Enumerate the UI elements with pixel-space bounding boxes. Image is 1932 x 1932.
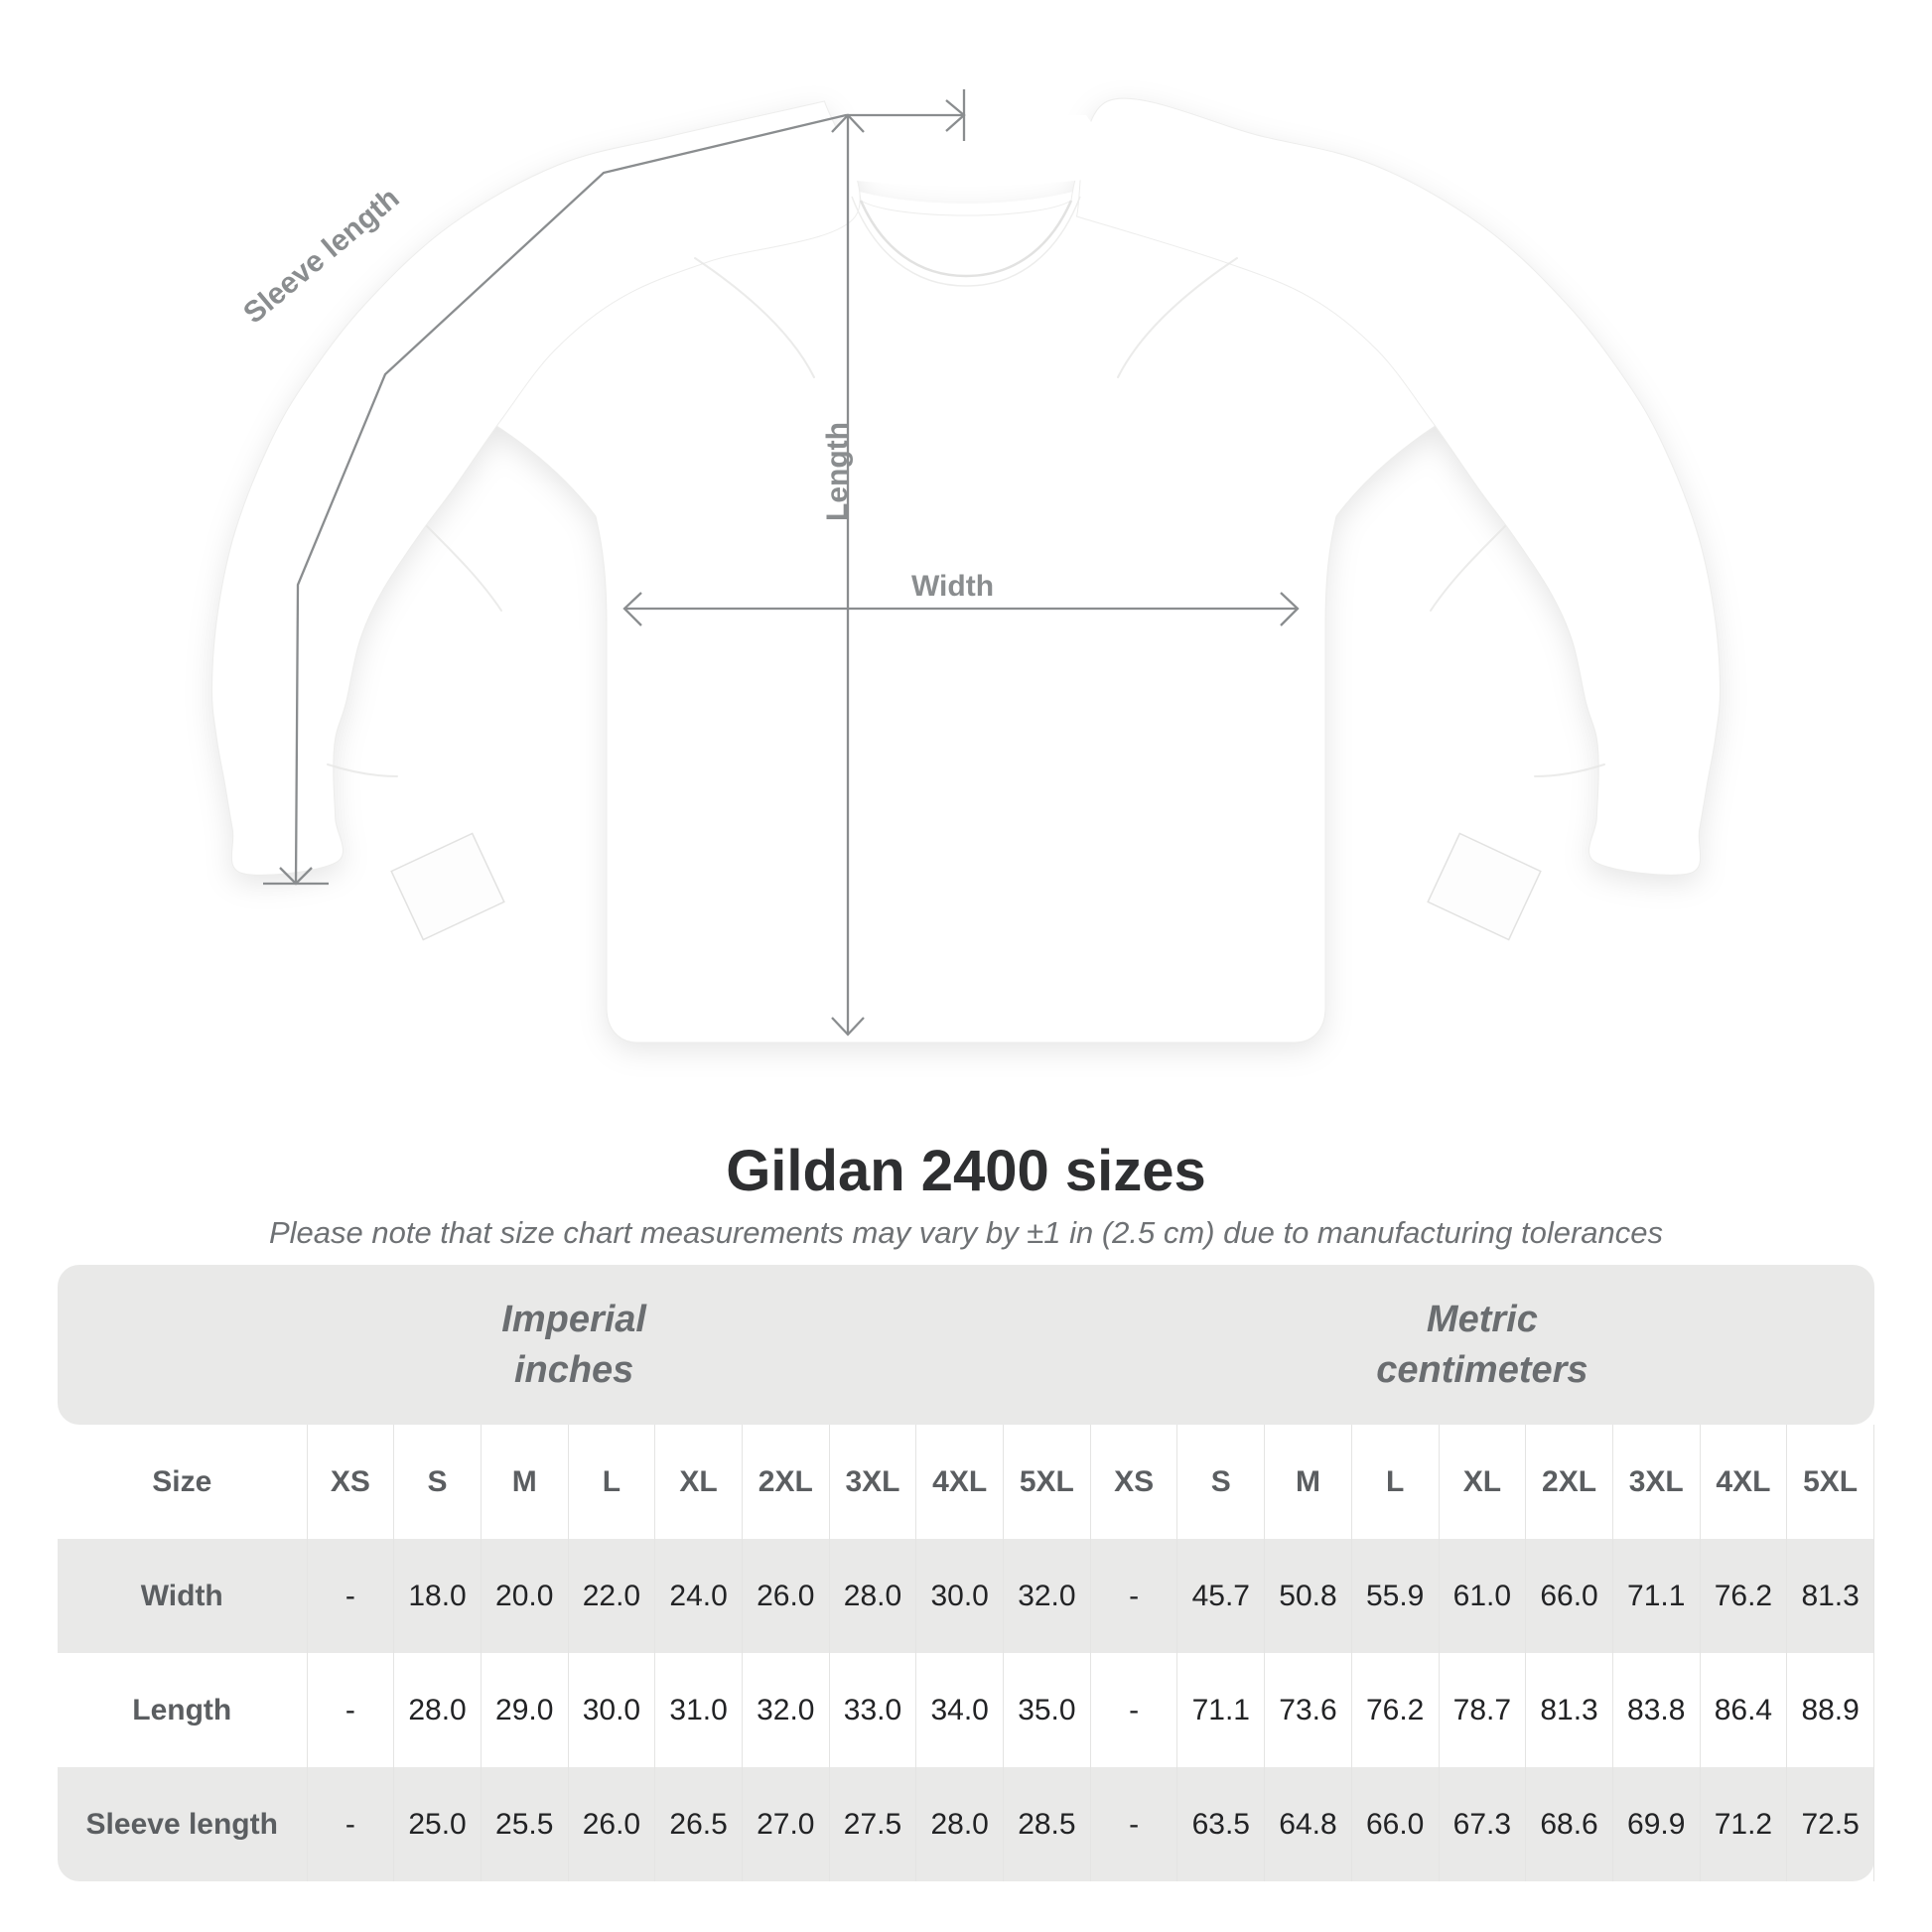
svg-text:Gildan 2400 sizes: Gildan 2400 sizes (726, 1139, 1206, 1203)
svg-text:Please note that size chart me: Please note that size chart measurements… (269, 1215, 1663, 1250)
svg-text:Length: Length (821, 422, 854, 521)
svg-text:Width: Width (911, 570, 994, 603)
